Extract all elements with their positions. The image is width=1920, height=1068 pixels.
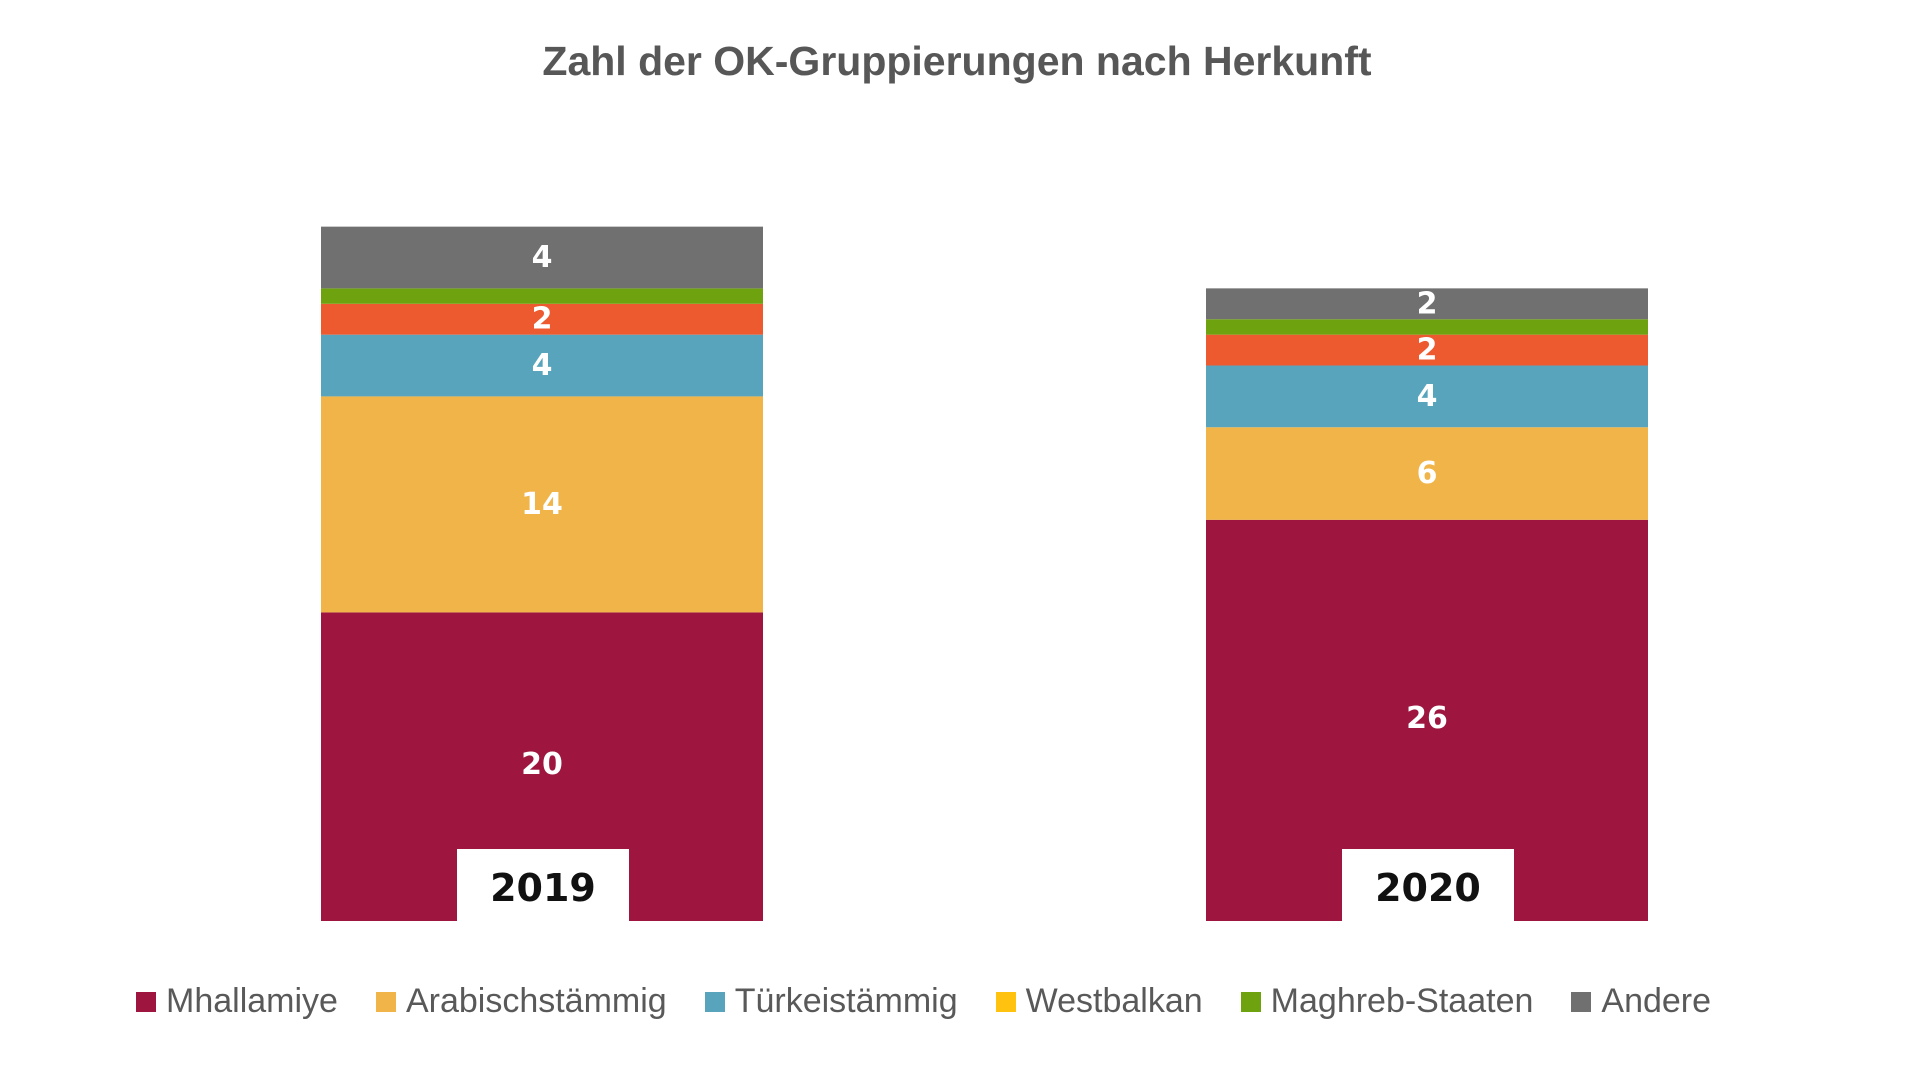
data-label: 4 [1417,379,1438,414]
bar-segment [321,226,763,289]
data-label: 26 [1406,701,1448,736]
bar-segment [321,288,763,304]
bar-segment [1206,334,1648,366]
data-label: 2 [532,302,553,337]
legend: Mhallamiye Arabischstämmig Türkeistämmig We… [136,982,1749,1021]
category-label: 2020 [1375,866,1481,910]
data-label: 20 [521,747,563,782]
data-label: 2 [1417,333,1438,368]
legend-label: Andere [1601,982,1712,1020]
legend-label: Maghreb-Staaten [1270,982,1534,1020]
bar-segment [1206,288,1648,320]
legend-swatch [136,991,156,1012]
chart-title: Zahl der OK-Gruppierungen nach Herkunft [542,38,1372,84]
data-label: 14 [521,487,563,522]
bar-segment [321,396,763,613]
legend-item: Andere [1571,982,1711,1021]
legend-swatch [1571,991,1592,1012]
data-label: 6 [1417,456,1438,491]
legend-label: Mhallamiye [166,982,338,1020]
category-label-box [1342,849,1514,921]
bar-segment [321,303,763,335]
data-label: 2 [1417,286,1438,321]
legend-swatch [1240,991,1261,1012]
legend-label: Türkeistämmig [734,982,958,1020]
bar-segment [1206,427,1648,520]
legend-label: Westbalkan [1025,982,1203,1020]
legend-item: Maghreb-Staaten [1240,982,1534,1021]
legend-item: Türkeistämmig [704,982,958,1021]
legend-item: Arabischstämmig [375,982,667,1021]
category-label-box [457,849,629,921]
legend-swatch [704,991,725,1012]
bar-segment [1206,319,1648,335]
category-label: 2019 [490,866,596,910]
bar-segment [1206,365,1648,428]
data-label: 4 [532,240,553,275]
legend-swatch [375,991,396,1012]
legend-label: Arabischstämmig [405,982,667,1020]
bar-segment [321,334,763,397]
legend-item: Westbalkan [995,982,1203,1021]
legend-item: Mhallamiye [136,982,338,1021]
legend-swatch [995,991,1016,1012]
data-label: 4 [532,348,553,383]
